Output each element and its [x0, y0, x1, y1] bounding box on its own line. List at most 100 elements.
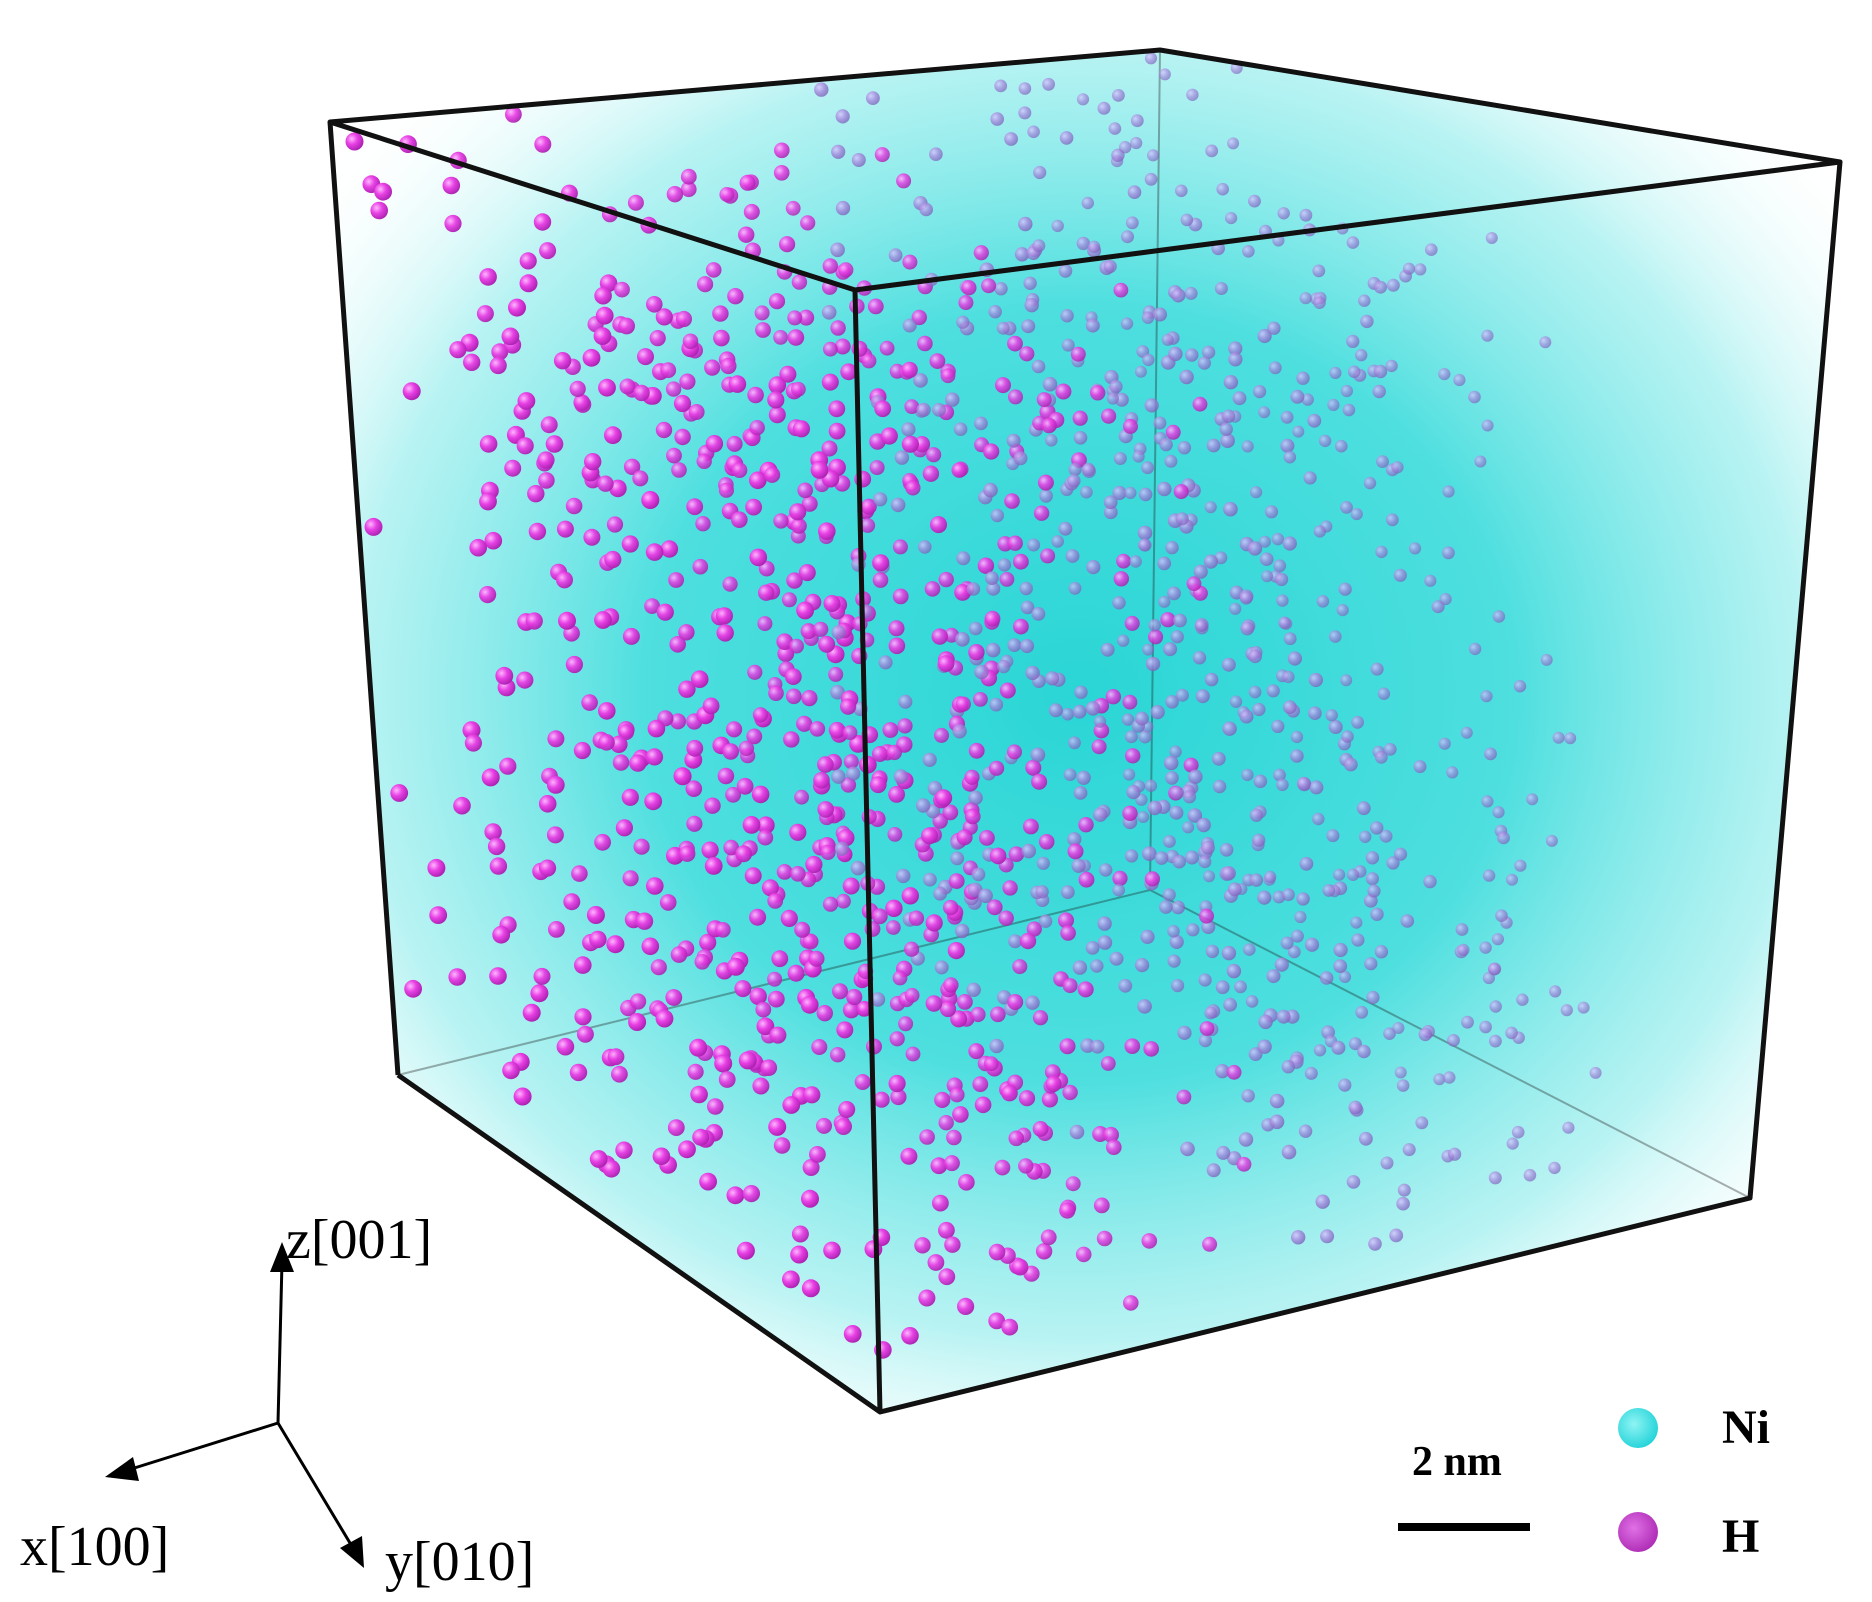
hydrogen-atom [726, 721, 743, 738]
hydrogen-atom [983, 1056, 999, 1072]
hydrogen-atom [534, 135, 552, 153]
hydrogen-atom [502, 1061, 520, 1080]
hydrogen-atom [768, 685, 784, 701]
hydrogen-atom [1040, 548, 1056, 564]
hydrogen-atom [1023, 276, 1037, 290]
hydrogen-atom [630, 993, 647, 1010]
hydrogen-atom [618, 724, 635, 741]
hydrogen-atom [779, 365, 797, 383]
hydrogen-atom [1109, 379, 1123, 394]
hydrogen-atom [979, 830, 995, 846]
hydrogen-atom [505, 106, 522, 123]
hydrogen-atom [1290, 730, 1304, 744]
hydrogen-atom [835, 200, 851, 216]
hydrogen-atom [999, 572, 1015, 587]
hydrogen-atom [1219, 843, 1234, 857]
hydrogen-atom [632, 470, 649, 487]
hydrogen-atom [1247, 541, 1263, 556]
hydrogen-atom [800, 995, 819, 1014]
hydrogen-atom [1320, 1229, 1335, 1244]
hydrogen-atom [1162, 888, 1176, 902]
hydrogen-atom [692, 558, 709, 575]
hydrogen-atom [787, 310, 803, 326]
hydrogen-atom [556, 571, 573, 589]
hydrogen-atom [782, 1270, 800, 1289]
y-axis-label: y[010] [385, 1531, 534, 1593]
hydrogen-atom [1103, 495, 1118, 510]
hydrogen-atom [1577, 1001, 1590, 1014]
hydrogen-atom [1489, 1000, 1502, 1013]
hydrogen-atom [985, 642, 1001, 658]
hydrogen-atom [1173, 484, 1189, 500]
hydrogen-atom [1103, 505, 1118, 520]
hydrogen-atom [767, 971, 783, 987]
hydrogen-atom [872, 572, 889, 588]
hydrogen-atom [871, 746, 888, 762]
hydrogen-atom [974, 1096, 992, 1114]
hydrogen-atom [768, 406, 786, 424]
hydrogen-atom [1442, 546, 1455, 560]
hydrogen-atom [1163, 835, 1176, 848]
hydrogen-atom [905, 480, 921, 496]
hydrogen-atom [404, 979, 422, 998]
hydrogen-atom [1241, 440, 1254, 453]
hydrogen-atom [1202, 1236, 1218, 1252]
hydrogen-atom [1068, 736, 1081, 750]
hydrogen-atom [794, 789, 809, 805]
hydrogen-atom [1037, 474, 1054, 491]
hydrogen-atom [973, 245, 989, 261]
hydrogen-atom [888, 1074, 906, 1093]
hydrogen-atom [836, 893, 851, 909]
hydrogen-atom [745, 498, 762, 516]
hydrogen-atom [622, 627, 640, 645]
hydrogen-atom [1226, 963, 1242, 979]
hydrogen-atom [1157, 481, 1172, 497]
hydrogen-atom [629, 754, 647, 772]
hydrogen-atom [1159, 437, 1173, 452]
hydrogen-atom [479, 435, 498, 453]
hydrogen-atom [1085, 941, 1100, 955]
hydrogen-atom [1036, 856, 1050, 870]
hydrogen-atom [519, 274, 538, 293]
legend-h-swatch [1618, 1512, 1658, 1552]
hydrogen-atom [1137, 999, 1152, 1014]
hydrogen-atom [489, 356, 507, 375]
hydrogen-atom [582, 348, 601, 367]
hydrogen-atom [1439, 593, 1452, 606]
hydrogen-atom [817, 801, 834, 818]
hydrogen-atom [981, 278, 997, 294]
hydrogen-atom [1488, 1171, 1502, 1185]
hydrogen-atom [757, 616, 773, 632]
hydrogen-atom [768, 1117, 787, 1136]
hydrogen-atom [1153, 307, 1167, 322]
hydrogen-atom [918, 1289, 936, 1307]
hydrogen-atom [1413, 760, 1427, 774]
hydrogen-atom [1019, 638, 1035, 654]
legend-h-label: H [1722, 1510, 1759, 1563]
hydrogen-atom [723, 839, 739, 856]
hydrogen-atom [725, 786, 741, 803]
hydrogen-atom [1147, 800, 1163, 816]
hydrogen-atom [675, 310, 693, 328]
hydrogen-atom [968, 644, 985, 661]
hydrogen-atom [1315, 1194, 1330, 1209]
hydrogen-atom [1062, 978, 1078, 994]
hydrogen-atom [850, 860, 866, 876]
hydrogen-atom [453, 796, 471, 815]
hydrogen-atom [670, 946, 688, 963]
hydrogen-atom [1171, 979, 1185, 993]
hydrogen-atom [1280, 410, 1294, 424]
hydrogen-atom [731, 462, 748, 479]
hydrogen-atom [989, 697, 1004, 712]
hydrogen-atom [1474, 455, 1487, 468]
hydrogen-atom [789, 503, 807, 521]
hydrogen-atom [583, 528, 601, 546]
hydrogen-atom [1160, 612, 1176, 628]
hydrogen-atom [593, 327, 612, 345]
hydrogen-atom [1171, 288, 1186, 303]
hydrogen-atom [914, 1237, 931, 1254]
hydrogen-atom [545, 435, 564, 453]
hydrogen-atom [690, 670, 709, 688]
hydrogen-atom [1357, 1044, 1371, 1059]
hydrogen-atom [1130, 114, 1144, 128]
